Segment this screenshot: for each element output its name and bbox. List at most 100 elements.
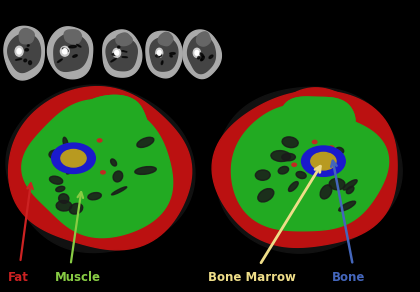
- Text: Bone: Bone: [332, 271, 365, 284]
- Ellipse shape: [69, 46, 76, 48]
- Ellipse shape: [25, 48, 29, 51]
- Polygon shape: [212, 91, 397, 247]
- Ellipse shape: [58, 59, 62, 62]
- Polygon shape: [4, 26, 45, 80]
- Ellipse shape: [346, 186, 354, 194]
- Ellipse shape: [195, 51, 199, 55]
- Ellipse shape: [282, 153, 295, 161]
- Ellipse shape: [278, 166, 289, 174]
- Polygon shape: [106, 38, 137, 71]
- Ellipse shape: [69, 203, 83, 214]
- Polygon shape: [197, 32, 210, 46]
- Circle shape: [302, 146, 345, 176]
- Ellipse shape: [122, 51, 127, 52]
- Ellipse shape: [158, 53, 162, 56]
- Ellipse shape: [63, 137, 68, 149]
- Ellipse shape: [156, 55, 160, 57]
- Polygon shape: [183, 30, 221, 79]
- Ellipse shape: [88, 192, 101, 200]
- Polygon shape: [276, 97, 355, 143]
- Polygon shape: [103, 30, 142, 77]
- Ellipse shape: [122, 57, 127, 58]
- Ellipse shape: [113, 171, 123, 182]
- Ellipse shape: [15, 46, 23, 56]
- Ellipse shape: [197, 57, 200, 59]
- Ellipse shape: [137, 137, 154, 147]
- Ellipse shape: [97, 26, 146, 82]
- Ellipse shape: [329, 146, 333, 149]
- Ellipse shape: [289, 182, 298, 192]
- Polygon shape: [47, 27, 93, 79]
- Polygon shape: [116, 33, 132, 46]
- Ellipse shape: [67, 166, 79, 174]
- Ellipse shape: [111, 58, 116, 62]
- Ellipse shape: [112, 187, 127, 195]
- Ellipse shape: [101, 171, 105, 174]
- Polygon shape: [231, 105, 388, 231]
- Ellipse shape: [60, 46, 69, 56]
- Ellipse shape: [142, 25, 186, 83]
- Ellipse shape: [170, 53, 175, 54]
- Ellipse shape: [170, 55, 172, 57]
- Ellipse shape: [63, 49, 67, 54]
- Ellipse shape: [118, 46, 120, 48]
- Polygon shape: [19, 29, 34, 44]
- Ellipse shape: [97, 139, 102, 142]
- Ellipse shape: [24, 59, 27, 62]
- Ellipse shape: [312, 140, 317, 144]
- Ellipse shape: [343, 180, 357, 190]
- Ellipse shape: [200, 59, 202, 61]
- Ellipse shape: [258, 189, 274, 202]
- Ellipse shape: [110, 159, 117, 166]
- Polygon shape: [22, 100, 173, 238]
- Polygon shape: [64, 89, 151, 146]
- Ellipse shape: [56, 201, 72, 211]
- Polygon shape: [64, 30, 81, 44]
- Ellipse shape: [320, 185, 332, 199]
- Circle shape: [61, 150, 86, 167]
- Ellipse shape: [43, 22, 98, 84]
- Ellipse shape: [27, 45, 29, 46]
- Circle shape: [52, 143, 95, 173]
- Ellipse shape: [49, 150, 62, 159]
- Text: Fat: Fat: [8, 271, 29, 284]
- Polygon shape: [188, 36, 215, 74]
- Ellipse shape: [339, 201, 356, 211]
- Polygon shape: [54, 34, 88, 71]
- Polygon shape: [216, 87, 402, 253]
- Ellipse shape: [201, 56, 204, 60]
- Ellipse shape: [16, 59, 21, 60]
- Ellipse shape: [296, 171, 306, 179]
- Ellipse shape: [271, 151, 291, 161]
- Ellipse shape: [59, 194, 69, 203]
- Ellipse shape: [50, 176, 63, 184]
- Polygon shape: [272, 88, 356, 145]
- Ellipse shape: [336, 147, 344, 154]
- Polygon shape: [64, 95, 147, 143]
- Ellipse shape: [282, 137, 298, 148]
- Ellipse shape: [77, 44, 81, 47]
- Ellipse shape: [135, 167, 156, 174]
- Circle shape: [311, 152, 336, 170]
- Ellipse shape: [17, 49, 21, 54]
- Polygon shape: [8, 34, 41, 72]
- Polygon shape: [150, 37, 178, 71]
- Ellipse shape: [73, 55, 77, 57]
- Polygon shape: [8, 87, 192, 250]
- Polygon shape: [158, 32, 173, 46]
- Ellipse shape: [179, 25, 224, 83]
- Polygon shape: [276, 97, 355, 143]
- Polygon shape: [64, 95, 147, 143]
- Ellipse shape: [56, 186, 65, 192]
- Ellipse shape: [78, 163, 83, 166]
- Ellipse shape: [193, 48, 200, 57]
- Polygon shape: [146, 31, 182, 78]
- Ellipse shape: [161, 61, 163, 65]
- Ellipse shape: [156, 48, 163, 57]
- Ellipse shape: [113, 48, 121, 57]
- Ellipse shape: [63, 48, 68, 52]
- Ellipse shape: [112, 53, 117, 55]
- Ellipse shape: [329, 178, 345, 190]
- Text: Bone Marrow: Bone Marrow: [208, 271, 296, 284]
- Ellipse shape: [209, 55, 213, 58]
